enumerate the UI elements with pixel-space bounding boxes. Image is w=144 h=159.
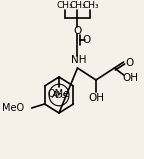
Text: MeO: MeO [2, 103, 24, 113]
Text: CH₃: CH₃ [82, 1, 99, 10]
Text: CH₃: CH₃ [69, 1, 86, 10]
Text: NH: NH [71, 55, 86, 65]
Text: CH₃: CH₃ [56, 1, 73, 10]
Text: O: O [125, 58, 133, 68]
Text: Abs: Abs [51, 90, 67, 100]
Text: O: O [83, 35, 91, 45]
Text: OH: OH [122, 73, 138, 83]
Text: OH: OH [88, 93, 104, 103]
Text: O: O [73, 26, 82, 36]
Text: OMe: OMe [48, 89, 70, 99]
